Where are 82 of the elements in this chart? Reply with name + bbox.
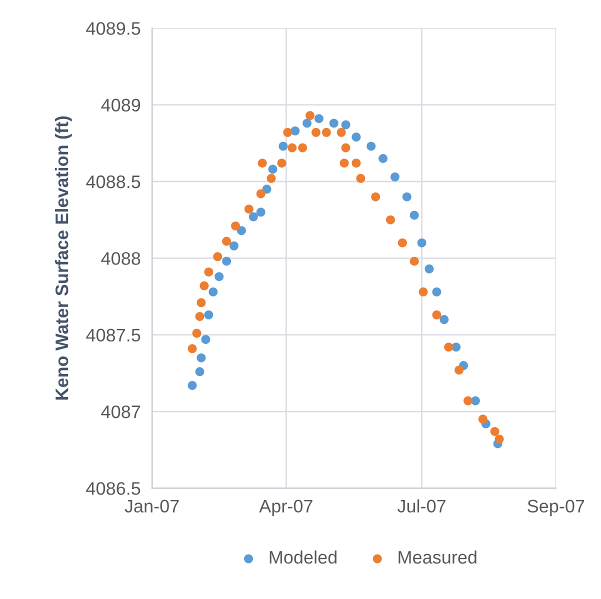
point (371, 192, 380, 202)
y-tick-label: 4087 (101, 405, 140, 418)
point (236, 226, 246, 236)
point (201, 334, 210, 344)
point (322, 128, 331, 137)
point (208, 287, 218, 296)
point (222, 256, 232, 266)
point (440, 315, 449, 324)
point (424, 264, 434, 274)
point (356, 174, 366, 183)
point (418, 287, 428, 296)
point (340, 158, 349, 168)
y-tick-label: 4088 (101, 252, 140, 265)
point (478, 414, 488, 424)
point (231, 221, 240, 230)
legend-label: Measured (398, 550, 476, 564)
point (341, 143, 350, 152)
point (288, 143, 297, 152)
legend-label: Modeled (270, 550, 336, 564)
point (402, 192, 412, 202)
point (222, 236, 232, 246)
point (278, 142, 288, 151)
point (256, 208, 266, 217)
point (195, 367, 204, 376)
point (204, 310, 214, 320)
point (290, 126, 300, 136)
x-tick-label: Jan-07 (124, 500, 179, 513)
x-tick-label: Apr-07 (259, 500, 312, 516)
x-tick-label: Sep-07 (528, 500, 584, 516)
point (314, 114, 324, 124)
point (432, 287, 442, 296)
y-tick-label: 4088.5 (86, 175, 140, 188)
y-tick-label: 4086.5 (86, 482, 140, 495)
point (390, 172, 400, 182)
point (432, 310, 442, 320)
point (494, 434, 504, 444)
point (410, 210, 419, 220)
point (410, 256, 419, 266)
point (258, 158, 267, 168)
point (204, 267, 214, 276)
point (196, 298, 206, 308)
point (244, 204, 254, 214)
point (230, 241, 239, 250)
point (188, 344, 197, 354)
point (444, 342, 454, 352)
point (366, 142, 376, 151)
point (213, 252, 222, 262)
point (256, 189, 266, 198)
point (195, 312, 204, 321)
point (302, 118, 312, 128)
point (417, 238, 426, 248)
point (490, 426, 500, 436)
point (398, 238, 407, 248)
point (214, 272, 224, 282)
point (266, 174, 276, 183)
point (378, 154, 388, 163)
point (463, 396, 472, 406)
point (452, 342, 461, 352)
point (341, 120, 350, 130)
point (454, 366, 464, 375)
point (283, 128, 292, 137)
y-axis-title: Keno Water Surface Elevation (ft) (55, 116, 72, 400)
y-tick-label: 4089 (101, 98, 140, 112)
point (268, 164, 278, 174)
y-tick-label: 4087.5 (86, 328, 140, 342)
point (336, 128, 346, 137)
point (386, 215, 395, 224)
point (248, 212, 258, 222)
point (352, 158, 361, 168)
point (192, 328, 202, 338)
point (196, 353, 206, 362)
x-tick-label: Jul-07 (397, 499, 446, 513)
point (329, 118, 338, 128)
point (306, 111, 315, 120)
point (262, 184, 272, 194)
point (352, 132, 361, 142)
point (277, 158, 286, 168)
y-tick-label: 4089.5 (86, 22, 140, 35)
point (311, 128, 320, 137)
point (200, 281, 209, 290)
point (298, 143, 308, 152)
point (188, 380, 197, 390)
